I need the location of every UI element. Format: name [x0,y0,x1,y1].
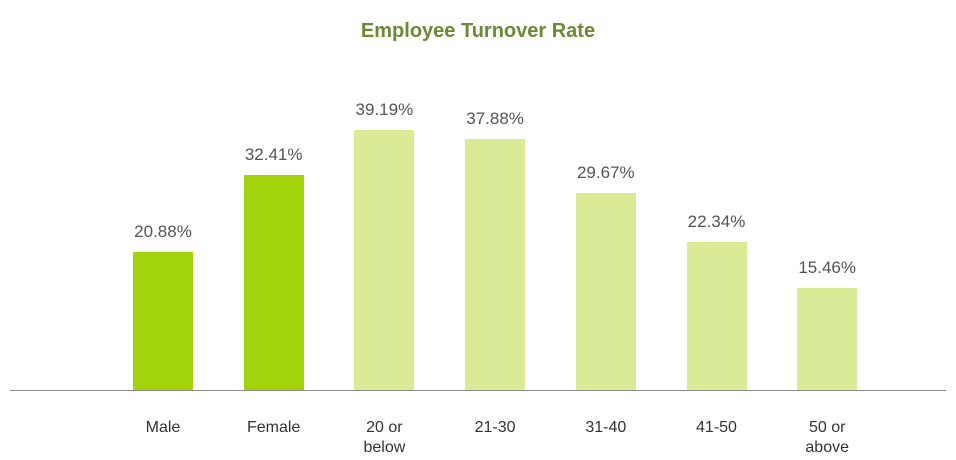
data-label: 22.34% [687,211,746,231]
x-tick-label: Male [145,419,181,436]
x-tick-label: 31-40 [585,419,627,436]
x-tick-label: 41-50 [696,419,737,436]
data-label: 37.88% [466,108,524,128]
data-label: 20.88% [134,221,192,241]
x-tick-label: 50 or above [805,419,849,456]
x-tick-label: Female [247,419,301,436]
bar [797,287,858,390]
bar [354,130,415,390]
data-label: 32.41% [244,145,303,165]
x-axis-line [10,390,946,391]
chart-title: Employee Turnover Rate [360,20,596,42]
bar [575,193,636,390]
x-tick-label: 20 or below [363,419,406,456]
data-label: 29.67% [576,163,635,183]
bar [243,175,304,390]
bar [686,241,747,390]
bar [465,138,526,390]
data-label: 15.46% [798,257,857,277]
data-label: 39.19% [355,100,414,120]
bar [133,251,193,390]
x-tick-label: 21-30 [474,419,516,436]
